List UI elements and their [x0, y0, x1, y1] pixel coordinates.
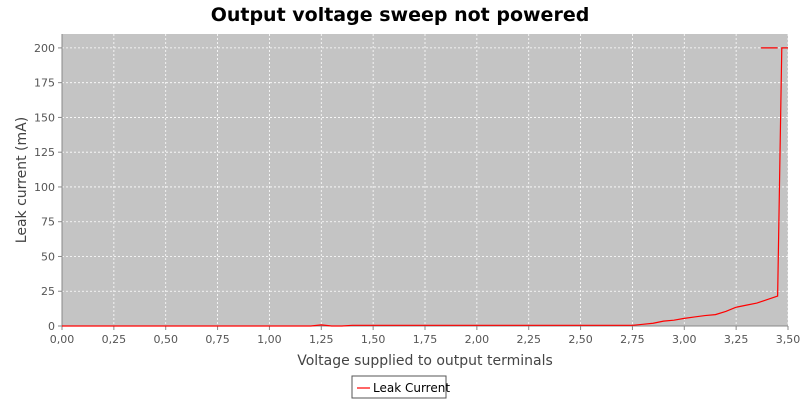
x-axis-label: Voltage supplied to output terminals — [297, 353, 553, 369]
legend-label: Leak Current — [373, 381, 450, 395]
x-tick-label: 3,50 — [776, 333, 800, 346]
y-axis-label: Leak current (mA) — [14, 117, 30, 243]
x-tick-label: 0,75 — [205, 333, 230, 346]
x-tick-label: 0,25 — [102, 333, 127, 346]
x-tick-label: 2,75 — [620, 333, 645, 346]
x-tick-label: 1,25 — [309, 333, 334, 346]
x-tick-label: 1,00 — [257, 333, 282, 346]
y-tick-label: 25 — [41, 285, 55, 298]
x-tick-label: 0,50 — [153, 333, 178, 346]
x-tick-label: 0,00 — [50, 333, 75, 346]
y-tick-label: 125 — [34, 146, 55, 159]
y-tick-label: 200 — [34, 42, 55, 55]
tick-labels: 0,00 0,25 0,50 0,75 1,00 1,25 1,50 1,75 2,00 2,25… — [34, 42, 800, 346]
y-tick-label: 0 — [48, 320, 55, 333]
y-tick-label: 100 — [34, 181, 55, 194]
x-tick-label: 2,25 — [516, 333, 541, 346]
series-line-leak-current — [62, 47, 788, 327]
series-layer — [62, 47, 788, 327]
x-tick-label: 2,00 — [465, 333, 490, 346]
y-tick-label: 50 — [41, 250, 55, 263]
legend-box — [351, 375, 447, 399]
x-tick-label: 3,00 — [672, 333, 697, 346]
x-tick-label: 3,25 — [724, 333, 749, 346]
chart-title: Output voltage sweep not powered — [211, 4, 590, 26]
y-tick-label: 75 — [41, 216, 55, 229]
y-tick-label: 175 — [34, 77, 55, 90]
x-tick-label: 1,75 — [413, 333, 438, 346]
x-tick-label: 2,50 — [568, 333, 593, 346]
y-tick-label: 150 — [34, 111, 55, 124]
x-tick-label: 1,50 — [361, 333, 386, 346]
legend: Leak Current — [351, 375, 450, 399]
